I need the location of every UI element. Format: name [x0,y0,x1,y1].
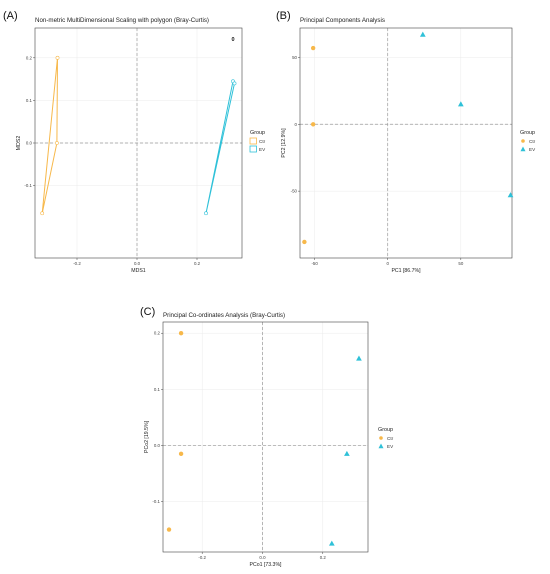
x-axis-label: MDS1 [131,268,146,274]
chart-title: Principal Co-ordinates Analysis (Bray-Cu… [163,312,285,319]
legend-label: EV [387,444,394,449]
legend-title: Group [520,130,535,136]
x-tick-label: 0.2 [320,555,327,560]
y-tick-label: 50 [292,55,297,60]
legend-title: Group [250,130,265,136]
x-tick-label: -0.2 [73,261,81,266]
series-ev [328,355,362,546]
x-tick-label: 0.0 [259,555,266,560]
y-tick-label: 0.2 [154,331,161,336]
y-axis-label: PCo2 [19.5%] [144,420,150,453]
x-tick-label: 0.2 [194,261,201,266]
data-point [328,540,335,546]
y-tick-label: 0 [295,122,298,127]
x-axis-label: PC1 [86.7%] [391,268,421,274]
legend: Group Ctr EV [520,130,536,152]
plot-frame [162,321,369,553]
legend: Group Ctr EV [378,427,394,449]
data-point [204,211,208,216]
data-point [310,45,316,51]
series-ev [419,31,514,198]
series-ctr [302,45,316,245]
legend-title: Group [378,427,393,433]
data-point [356,355,362,361]
data-point [40,211,45,216]
data-point [457,101,464,107]
legend-key [249,137,257,145]
y-tick-label: -0.1 [152,499,160,504]
legend-key [379,436,383,440]
data-point [302,239,307,245]
legend-key [520,146,526,152]
data-point [310,122,316,127]
chart-title: Principal Components Analysis [300,17,385,24]
series-ctr [40,55,60,216]
x-tick-label: 0.0 [134,261,141,266]
x-tick-label: 50 [458,261,463,266]
y-tick-label: 0.0 [26,141,33,146]
legend-label: Ctr [387,436,394,441]
plot-area [300,28,512,258]
legend-label: EV [529,147,536,152]
data-point [507,192,514,198]
y-axis-label: MDS2 [16,136,22,151]
legend-key [521,139,525,143]
y-tick-label: 0.1 [26,98,33,103]
data-point [178,331,184,336]
x-tick-label: -50 [311,261,318,266]
panel-b: (B) Principal Components Analysis -50 0 50 -5… [276,10,536,274]
panel-letter: (B) [276,10,291,22]
panel-letter: (A) [3,10,18,22]
y-tick-label: 0.1 [154,387,161,392]
chart-title: Non-metric MultiDimensional Scaling with… [35,17,209,24]
legend: Group Ctr EV [249,130,266,153]
y-tick-label: -0.1 [24,183,32,188]
stress-annotation: 0 [231,37,234,43]
legend-key [249,145,257,153]
x-tick-label: -0.2 [198,555,206,560]
x-tick-label: 0 [386,261,389,266]
y-tick-label: -50 [291,189,298,194]
group-polygon [41,57,58,214]
data-point [419,31,426,37]
y-tick-label: 0.0 [154,443,161,448]
panel-c: (C) Principal Co-ordinates Analysis (Bray… [140,306,394,568]
legend-key [378,443,384,449]
data-point [178,451,184,457]
panel-a: (A) Non-metric MultiDimensional Scaling w… [3,10,266,274]
series-ev [204,79,237,216]
panel-letter: (C) [140,306,155,318]
series-ctr [166,331,184,532]
data-point [232,81,237,86]
y-tick-label: 0.2 [26,55,33,60]
legend-label: EV [259,147,266,152]
x-axis-label: PCo1 [73.3%] [249,562,282,568]
data-point [55,141,59,145]
legend-label: Ctr [529,139,536,144]
data-point [55,55,60,60]
plot-frame [299,27,513,259]
plot-area [163,322,368,552]
legend-label: Ctr [259,139,266,144]
data-point [166,527,172,532]
data-point [344,450,350,456]
y-axis-label: PC2 [12.9%] [281,128,287,158]
